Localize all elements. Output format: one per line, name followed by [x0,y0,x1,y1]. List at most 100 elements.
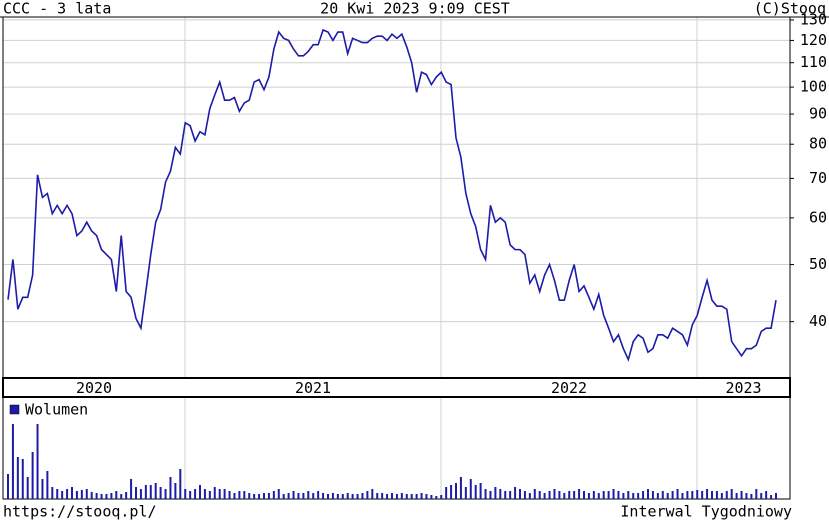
volume-bar [494,487,497,499]
volume-bar [681,493,684,499]
volume-bar [243,491,246,499]
volume-bar [164,489,167,499]
volume-bar [745,493,748,499]
volume-bar [686,491,689,499]
volume-bar [450,485,453,499]
footer-interval: Interwal Tygodniowy [620,503,792,521]
volume-bar [459,477,462,499]
y-tick-label: 50 [809,255,827,273]
volume-bar [208,491,211,499]
volume-bar [666,493,669,499]
volume-bar [509,491,512,499]
volume-bar [720,493,723,499]
volume-bar [612,489,615,499]
volume-bar [194,489,197,499]
volume-bar [331,493,334,499]
volume-bar [637,493,640,499]
volume-bar [425,494,428,499]
volume-bar [21,459,24,499]
volume-bar [696,490,699,499]
volume-bar [71,487,73,499]
price-line [7,28,777,362]
volume-bar [627,491,630,499]
volume-bar [651,491,654,499]
volume-bar [765,491,768,499]
volume-bar [317,491,320,499]
volume-bar [85,489,88,499]
volume-bar [410,494,413,499]
volume-bar [361,493,364,499]
volume-bar [115,491,118,499]
volume-bar [322,493,325,499]
volume-bar [263,493,265,499]
volume-bar [144,485,147,499]
volume-bar [130,479,133,499]
volume-bar [56,489,59,499]
volume-bar [125,492,128,499]
volume-bar [31,452,34,499]
volume-bar [61,491,64,499]
volume-bar [725,491,728,499]
y-tick-label: 90 [809,105,827,123]
volume-bar [587,493,590,499]
volume-bar [110,493,113,499]
volume-bar [199,485,201,499]
volume-bar [267,493,270,499]
volume-bar [218,489,221,499]
volume-bar [139,489,142,499]
volume-bar [238,491,241,499]
volume-bar [755,489,758,499]
volume-bar [184,489,187,499]
volume-bar [336,494,339,499]
volume-bar [519,489,521,499]
y-tick-label: 40 [809,312,827,330]
volume-bar [642,491,645,499]
volume-bar [213,487,216,499]
volume-bar [528,493,531,499]
volume-bar [287,493,290,499]
volume-bar [395,494,398,499]
y-tick-label: 60 [809,208,827,226]
volume-bar [671,491,674,499]
x-tick-label: 2022 [551,379,587,397]
volume-bar [632,493,635,499]
volume-bar [302,493,305,499]
chart-title: CCC - 3 lata [3,0,111,18]
footer-link[interactable]: https://stooq.pl/ [3,503,157,521]
volume-bar [583,491,585,499]
volume-bar [327,494,329,499]
y-tick-label: 70 [809,169,827,187]
volume-bar [307,491,310,499]
volume-bar [159,487,162,499]
volume-bar [440,495,443,499]
volume-bar [105,494,108,499]
volume-bar [135,487,137,499]
volume-bar [735,493,738,499]
volume-bar [775,493,777,499]
volume-bar [607,491,610,499]
volume-bar [715,491,718,499]
volume-bar [381,493,384,499]
volume-bar [51,487,54,499]
volume-bar [474,485,477,499]
volume-bar [223,489,226,499]
volume-bar [706,489,709,499]
volume-bar [11,424,14,499]
volume-bar [371,489,374,499]
x-tick-label: 2023 [725,379,761,397]
volume-bar [272,491,275,499]
volume-bar [258,494,261,499]
volume-bar [356,494,359,499]
volume-bar [66,489,69,499]
volume-bar [297,493,300,499]
volume-bar [523,491,526,499]
volume-bar [80,490,83,499]
volume-bar [455,483,457,499]
timestamp: 20 Kwi 2023 9:09 CEST [320,0,510,18]
volume-bar [656,493,659,499]
volume-bar [602,491,605,499]
volume-bar [179,469,182,499]
volume-bar [504,491,507,499]
volume-bar [750,494,753,499]
volume-bar [484,489,487,499]
